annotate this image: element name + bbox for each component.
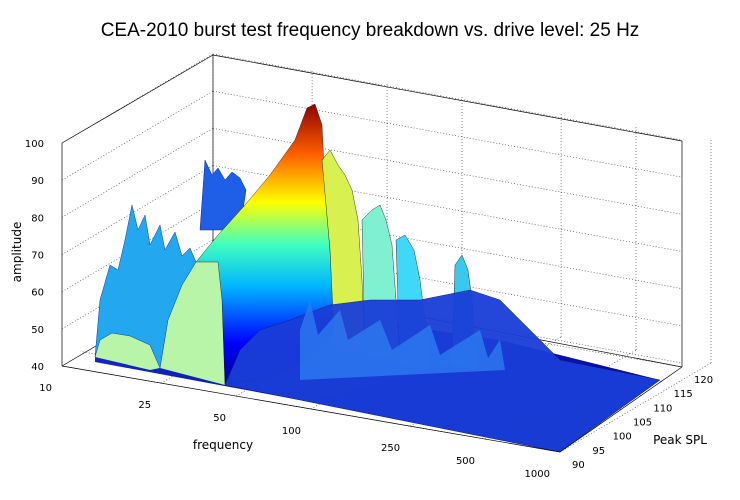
z-tick-label: 70 [31,251,44,262]
y-tick-label: 110 [653,403,672,414]
y-tick-label: 100 [613,432,632,443]
x-tick-label: 1000 [525,469,550,480]
z-axis-label: amplitude [10,222,24,283]
x-tick-label: 25 [138,400,151,411]
front-edges [61,365,683,453]
z-gridline-left [61,165,214,255]
x-axis-ticks: 10 25 50 100 250 500 1000 [39,383,550,480]
y-tick-label: 105 [633,418,652,429]
surface-front-slice-main [160,255,225,385]
surface [94,103,661,453]
x-tick-label: 250 [381,443,400,454]
z-tick-label: 90 [31,176,44,187]
x-tick-label: 500 [456,456,475,467]
z-tick-label: 40 [31,362,44,373]
z-gridline-left [61,128,214,218]
y-tick-label: 120 [694,375,713,386]
z-tick-label: 50 [31,325,44,336]
z-axis-ticks: 40 50 60 70 80 90 100 [25,139,44,373]
surface-mid-highlights [300,300,505,380]
x-tick-label: 50 [213,413,226,424]
y-axis-label: Peak SPL [653,433,707,447]
chart-title: CEA-2010 burst test frequency breakdown … [100,20,640,41]
z-gridline-left [61,53,214,144]
x-gridline-floor [559,362,712,453]
y-tick-label: 115 [674,389,693,400]
x-axis-label: frequency [193,438,253,452]
y-tick-label: 90 [572,460,585,471]
z-tick-label: 100 [25,139,44,150]
z-tick-label: 80 [31,213,44,224]
y-tick-label: 95 [592,446,605,457]
surface-left-noise [94,204,197,369]
z-tick-label: 60 [31,288,44,299]
z-gridline-left [61,90,214,181]
z-gridline-back [212,53,683,141]
x-tick-label: 10 [39,383,52,394]
x-tick-label: 100 [282,426,301,437]
